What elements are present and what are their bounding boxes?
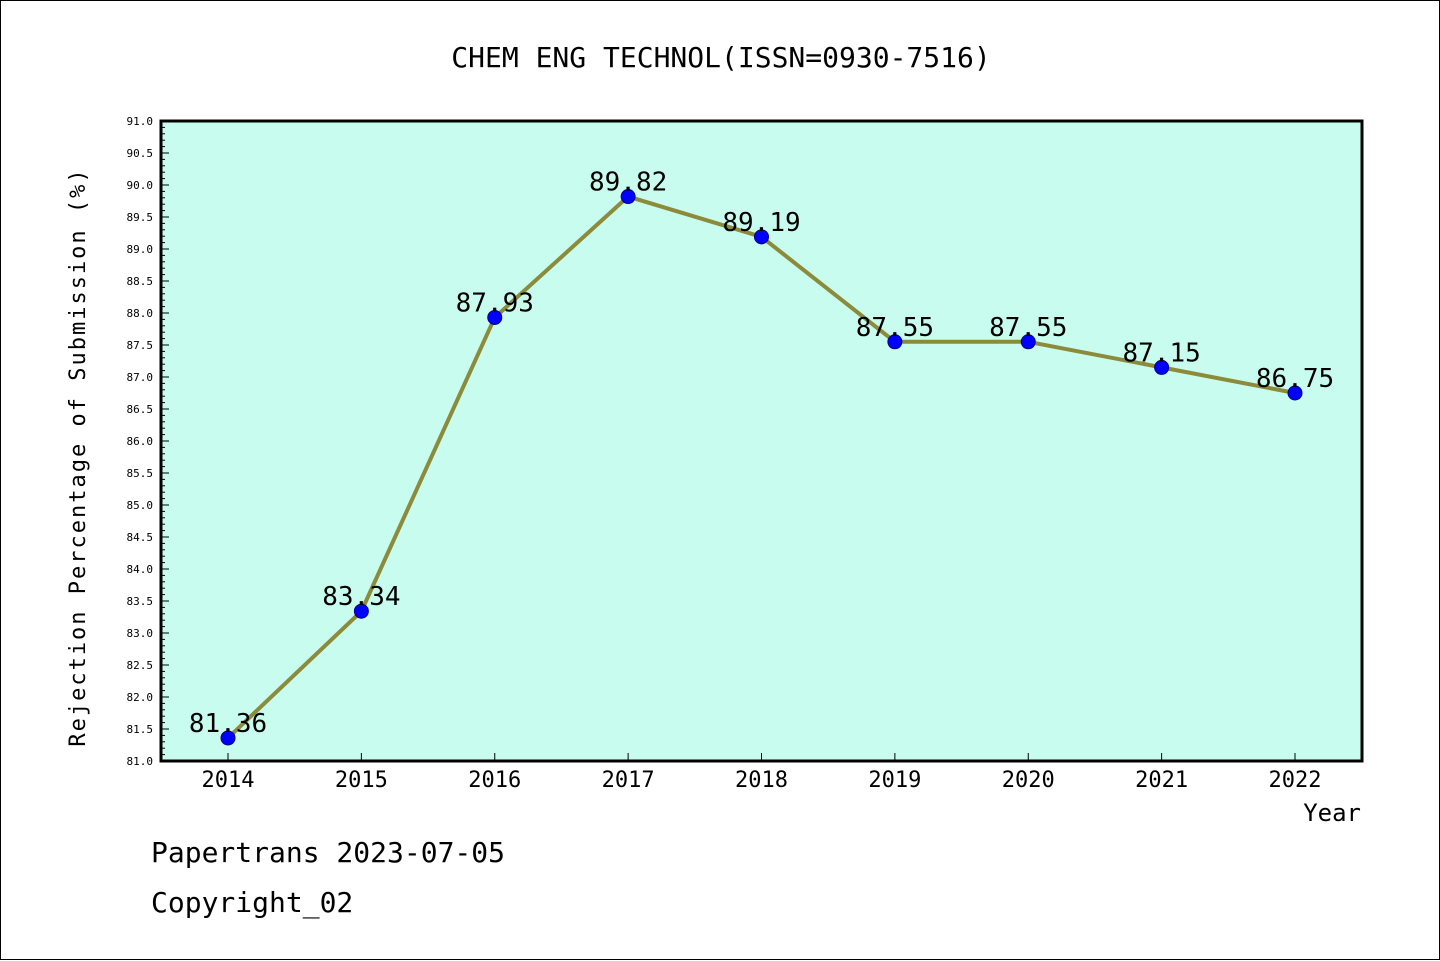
y-tick-label: 84.0 bbox=[127, 563, 154, 576]
data-label: 87.93 bbox=[456, 288, 534, 318]
y-tick-label: 85.0 bbox=[127, 499, 154, 512]
data-label: 87.55 bbox=[856, 313, 934, 343]
x-axis: 2014 2015 2016 2017 2018 2019 2020 2021 2022 bbox=[202, 753, 1322, 793]
x-tick-label: 2015 bbox=[335, 768, 388, 793]
x-tick-label: 2022 bbox=[1269, 768, 1322, 793]
y-tick-label: 87.0 bbox=[127, 371, 154, 384]
y-tick-label: 81.5 bbox=[127, 723, 154, 736]
plot-area bbox=[159, 119, 1364, 763]
x-axis-label: Year bbox=[1303, 799, 1361, 827]
y-tick-label: 90.5 bbox=[127, 147, 154, 160]
data-point bbox=[1154, 359, 1170, 375]
data-label: 83.34 bbox=[322, 582, 400, 612]
footer-copyright: Copyright_02 bbox=[151, 886, 354, 919]
data-point bbox=[620, 189, 636, 205]
y-tick-label: 86.0 bbox=[127, 435, 154, 448]
y-tick-label: 89.5 bbox=[127, 211, 154, 224]
data-label: 86.75 bbox=[1256, 364, 1334, 394]
data-point bbox=[353, 603, 369, 619]
x-tick-label: 2020 bbox=[1002, 768, 1055, 793]
data-label: 89.19 bbox=[722, 208, 800, 238]
x-tick-label: 2018 bbox=[735, 768, 788, 793]
data-point bbox=[1287, 385, 1303, 401]
y-tick-label: 83.0 bbox=[127, 627, 154, 640]
x-tick-label: 2019 bbox=[868, 768, 921, 793]
y-tick-label: 87.5 bbox=[127, 339, 154, 352]
y-tick-label: 84.5 bbox=[127, 531, 154, 544]
y-tick-label: 82.5 bbox=[127, 659, 154, 672]
x-tick-label: 2016 bbox=[468, 768, 521, 793]
data-point bbox=[887, 334, 903, 350]
y-axis: 81.0 81.5 82.0 82.5 83.0 83.5 84.0 84.5 85.0 85.5… bbox=[127, 115, 169, 768]
data-point bbox=[487, 309, 503, 325]
chart-title: CHEM ENG TECHNOL(ISSN=0930-7516) bbox=[451, 41, 990, 74]
y-tick-label: 82.0 bbox=[127, 691, 154, 704]
series-layer: 81.36 83.34 87.93 89.82 89.19 87.55 87.55 87.15… bbox=[189, 168, 1334, 746]
x-tick-label: 2017 bbox=[602, 768, 655, 793]
data-label: 87.15 bbox=[1122, 338, 1200, 368]
data-label: 87.55 bbox=[989, 313, 1067, 343]
y-tick-label: 81.0 bbox=[127, 755, 154, 768]
data-label: 81.36 bbox=[189, 709, 267, 739]
data-point bbox=[754, 229, 769, 245]
y-tick-label: 88.5 bbox=[127, 275, 154, 288]
y-tick-label: 91.0 bbox=[127, 115, 154, 128]
y-tick-label: 83.5 bbox=[127, 595, 154, 608]
y-tick-label: 88.0 bbox=[127, 307, 154, 320]
data-label: 89.82 bbox=[589, 168, 667, 198]
data-point bbox=[1020, 334, 1036, 350]
footer-date: Papertrans 2023-07-05 bbox=[151, 836, 506, 869]
x-tick-label: 2014 bbox=[202, 768, 255, 793]
y-tick-label: 85.5 bbox=[127, 467, 154, 480]
y-axis-label: Rejection Percentage of Submission (%) bbox=[66, 167, 91, 746]
x-tick-label: 2021 bbox=[1135, 768, 1188, 793]
y-tick-label: 86.5 bbox=[127, 403, 154, 416]
y-tick-label: 90.0 bbox=[127, 179, 154, 192]
data-point bbox=[220, 730, 236, 746]
y-tick-label: 89.0 bbox=[127, 243, 154, 256]
